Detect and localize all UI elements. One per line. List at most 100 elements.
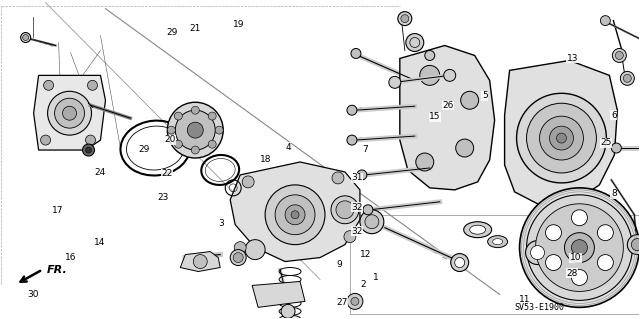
Text: 30: 30 [27,290,38,299]
Circle shape [331,196,359,224]
Circle shape [63,106,77,120]
Circle shape [420,65,440,85]
Circle shape [600,16,611,26]
Text: 16: 16 [65,254,77,263]
Circle shape [615,51,623,59]
Circle shape [444,70,456,81]
Circle shape [572,270,588,286]
Circle shape [88,80,97,90]
Text: 8: 8 [611,189,616,198]
Circle shape [516,93,606,183]
Circle shape [347,135,357,145]
Circle shape [360,210,384,234]
Circle shape [620,71,634,85]
Circle shape [86,147,92,153]
Ellipse shape [470,225,486,234]
Bar [350,215,639,314]
Text: 5: 5 [482,92,488,100]
Circle shape [191,106,199,114]
Circle shape [425,50,435,60]
Text: 20: 20 [164,135,175,144]
Circle shape [451,254,468,271]
Circle shape [520,188,639,307]
Circle shape [208,112,216,120]
Circle shape [175,110,215,150]
Circle shape [401,15,409,23]
Circle shape [351,48,361,58]
Circle shape [597,225,613,241]
Text: 28: 28 [566,269,578,278]
Text: 18: 18 [260,155,271,164]
Polygon shape [504,60,618,205]
Text: 14: 14 [94,238,106,247]
Circle shape [389,76,401,88]
Text: 22: 22 [161,169,172,178]
Circle shape [527,195,632,300]
Circle shape [230,249,246,265]
Circle shape [22,34,29,41]
Circle shape [623,74,631,82]
Circle shape [536,204,623,292]
Circle shape [597,255,613,271]
Circle shape [233,253,243,263]
Polygon shape [180,252,220,271]
Text: 19: 19 [232,20,244,29]
Circle shape [527,103,596,173]
Ellipse shape [488,236,508,248]
Text: 23: 23 [158,193,169,202]
Polygon shape [400,46,495,190]
Circle shape [461,91,479,109]
Text: 2: 2 [360,280,366,289]
Text: 1: 1 [373,272,379,281]
Circle shape [357,170,367,180]
Circle shape [291,211,299,219]
Text: 32: 32 [351,203,363,211]
Circle shape [285,205,305,225]
Circle shape [627,235,640,255]
Circle shape [44,80,54,90]
Circle shape [612,48,627,63]
Circle shape [611,143,621,153]
Text: FR.: FR. [47,264,67,275]
Circle shape [545,255,561,271]
Circle shape [351,297,359,305]
Circle shape [416,153,434,171]
Circle shape [281,304,295,318]
Text: 29: 29 [139,145,150,154]
Circle shape [336,201,354,219]
Circle shape [167,102,223,158]
Circle shape [275,195,315,235]
Circle shape [398,12,412,26]
Circle shape [365,215,379,229]
Circle shape [234,241,246,254]
Text: 12: 12 [360,250,372,259]
Circle shape [208,140,216,148]
Circle shape [242,176,254,188]
Circle shape [545,225,561,241]
Circle shape [54,98,84,128]
Circle shape [86,135,95,145]
Circle shape [174,112,182,120]
Circle shape [531,246,545,260]
Circle shape [525,241,550,264]
Circle shape [572,240,588,256]
Text: 24: 24 [94,168,106,177]
Text: 7: 7 [362,145,367,154]
Circle shape [332,172,344,184]
Text: 17: 17 [52,206,64,215]
Text: 31: 31 [351,174,363,182]
Circle shape [456,139,474,157]
Circle shape [265,185,325,245]
Text: 27: 27 [337,298,348,307]
Text: 25: 25 [600,138,612,147]
Text: 13: 13 [566,54,578,63]
Text: 26: 26 [442,101,453,110]
Circle shape [363,205,373,215]
Circle shape [40,135,51,145]
Circle shape [557,133,566,143]
Circle shape [188,122,204,138]
Polygon shape [34,75,106,150]
Circle shape [83,144,95,156]
Circle shape [215,126,223,134]
Circle shape [550,126,573,150]
